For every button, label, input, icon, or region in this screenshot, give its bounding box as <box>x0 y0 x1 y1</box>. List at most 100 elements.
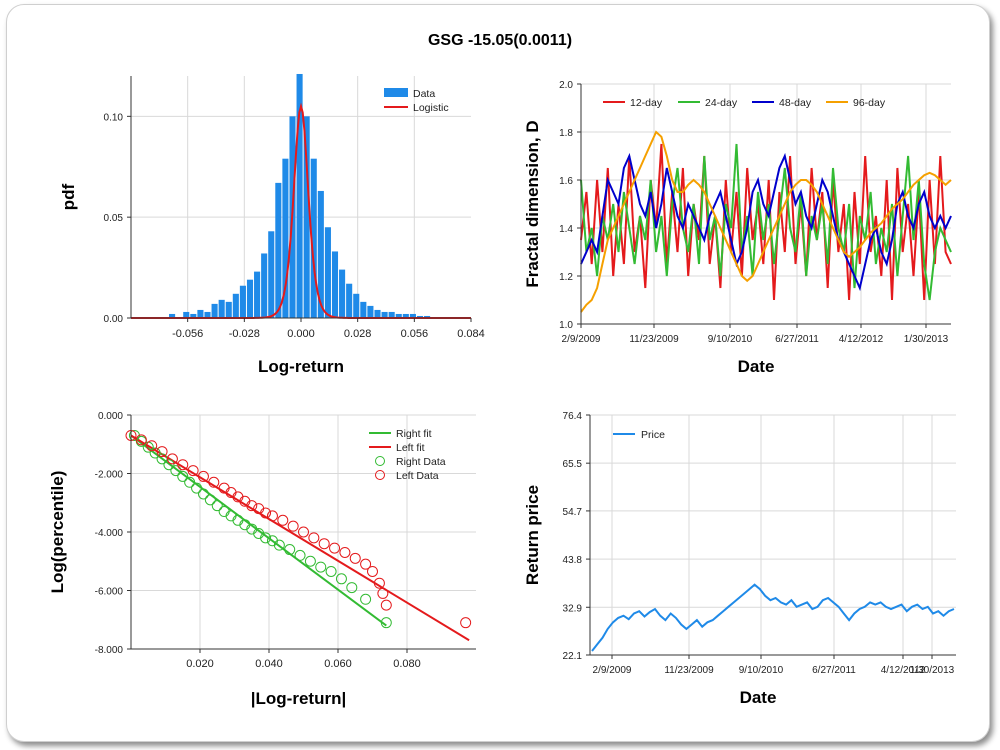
histogram-bar <box>402 313 409 318</box>
legend-label-left-data: Left Data <box>396 470 439 482</box>
x-tick-label: 4/12/2012 <box>881 665 926 676</box>
scatter-point <box>346 582 358 594</box>
histogram-bar <box>331 251 339 318</box>
scatter-point <box>225 510 237 522</box>
y-tick-label: -4.000 <box>95 528 124 539</box>
scatter-point <box>335 573 347 585</box>
scatter-point <box>187 465 199 477</box>
histogram-bar <box>360 301 367 318</box>
legend-swatch-right-data <box>375 456 385 466</box>
scatter-point <box>266 510 278 522</box>
x-tick-label: 6/27/2011 <box>775 334 819 345</box>
series-line-96-day <box>580 130 952 313</box>
x-tick-label: 2/9/2009 <box>593 665 632 676</box>
histogram-bar <box>204 311 211 318</box>
x-tick-label: 1/30/2013 <box>904 334 949 345</box>
y-tick-label: 1.2 <box>559 272 573 283</box>
histogram-bar <box>374 309 381 318</box>
x-tick-label: 0.056 <box>401 328 429 340</box>
legend-label-right-data: Right Data <box>396 456 446 468</box>
scatter-point <box>163 459 175 471</box>
histogram-bar <box>353 293 360 318</box>
scatter-point <box>177 459 189 471</box>
legend-label-96-day: 96-day <box>853 97 886 109</box>
histogram-bar <box>268 231 275 318</box>
legend-label-logistic: Logistic <box>413 102 449 114</box>
scatter-point <box>246 500 258 512</box>
fit-line-Left fit <box>130 434 470 642</box>
x-tick-label: 0.084 <box>457 328 485 340</box>
histogram-bar <box>395 313 402 318</box>
scatter-point <box>232 514 244 526</box>
y-tick-label: 54.7 <box>563 507 583 518</box>
scatter-point <box>373 577 385 589</box>
scatter-point <box>367 565 378 577</box>
tail-fit-panel: 0.020 0.040 0.060 0.080 0.000 -2.000 -4.000 -6.… <box>48 411 476 708</box>
scatter-point <box>308 532 320 544</box>
y-tick-label: 43.8 <box>563 555 583 566</box>
scatter-point <box>284 544 296 556</box>
scatter-point <box>218 506 230 518</box>
histogram-bar <box>232 293 239 318</box>
x-tick-label: 9/10/2010 <box>708 334 753 345</box>
histogram-bar <box>409 313 416 318</box>
series-line-24-day <box>580 143 952 301</box>
fractal-dimension-panel: 2/9/2009 11/23/2009 9/10/2010 6/27/2011 4/12… <box>523 80 952 376</box>
legend-label-left-fit: Left fit <box>396 442 425 454</box>
scatter-point <box>460 617 472 629</box>
y-tick-label: 1.4 <box>559 224 573 235</box>
histogram-panel: -0.056 -0.028 0.000 0.028 0.056 0.084 0.00 0.05… <box>59 73 485 376</box>
histogram-bar <box>388 311 395 318</box>
legend-label-24-day: 24-day <box>705 97 738 109</box>
scatter-point <box>360 593 372 605</box>
histogram-bar <box>367 305 374 318</box>
histogram-bar <box>225 301 232 318</box>
scatter-point <box>177 470 189 482</box>
histogram-bar <box>261 253 268 318</box>
y-tick-label: 0.000 <box>98 411 123 422</box>
histogram-bar <box>324 227 331 318</box>
x-tick-label: 6/27/2011 <box>812 665 856 676</box>
x-tick-label: -0.028 <box>229 328 260 340</box>
x-tick-label: 11/23/2009 <box>629 334 679 345</box>
scatter-point <box>170 465 182 477</box>
x-tick-label: 0.028 <box>344 328 372 340</box>
scatter-point <box>329 542 341 554</box>
x-tick-label: 9/10/2010 <box>739 665 784 676</box>
x-axis-label: Date <box>740 688 777 707</box>
y-tick-label: -6.000 <box>95 587 124 598</box>
legend-label-price: Price <box>641 429 665 441</box>
scatter-point <box>380 599 392 611</box>
y-tick-label: -2.000 <box>95 470 124 481</box>
histogram-bar <box>197 309 204 318</box>
scatter-point <box>191 482 203 494</box>
histogram-bar <box>346 283 353 318</box>
scatter-point <box>287 520 299 532</box>
histogram-bar <box>310 158 317 318</box>
legend-label-48-day: 48-day <box>779 97 812 109</box>
histogram-bar <box>381 311 388 318</box>
scatter-point <box>304 555 316 567</box>
y-tick-label: 22.1 <box>563 651 583 662</box>
y-tick-label: -8.000 <box>95 645 124 656</box>
x-tick-label: 2/9/2009 <box>562 334 601 345</box>
x-tick-label: 1/30/2013 <box>910 665 955 676</box>
histogram-bar <box>296 73 303 318</box>
x-tick-label: 11/23/2009 <box>664 665 714 676</box>
x-axis-label: Date <box>738 357 775 376</box>
legend-swatch-data <box>384 88 408 97</box>
scatter-point <box>204 494 216 506</box>
histogram-bar <box>246 279 254 318</box>
histogram-bar <box>416 315 424 318</box>
y-axis-label: pdf <box>59 183 78 210</box>
scatter-point <box>325 565 337 577</box>
scatter-point <box>146 440 158 452</box>
scatter-point <box>360 558 372 570</box>
chart-frame <box>6 4 990 742</box>
x-axis-label: Log-return <box>258 357 344 376</box>
scatter-point <box>166 453 178 465</box>
series-line-48-day <box>580 152 952 292</box>
x-tick-label: 4/12/2012 <box>839 334 884 345</box>
histogram-bar <box>218 299 225 318</box>
histogram-bar <box>183 311 190 318</box>
